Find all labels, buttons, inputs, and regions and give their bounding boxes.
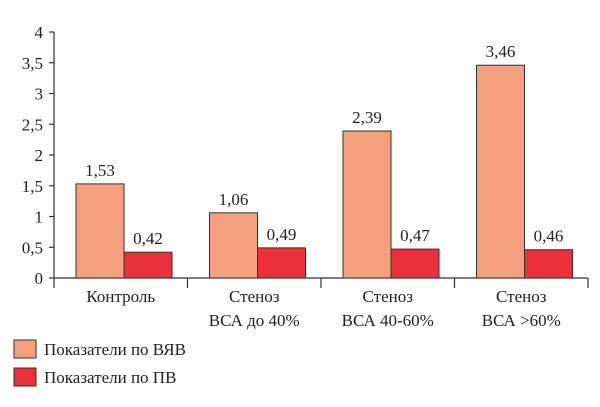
legend-label: Показатели по ПВ [44,368,176,387]
legend-label: Показатели по ВЯВ [44,340,186,359]
bar [75,183,125,279]
y-tick-label: 0 [35,269,44,288]
bar [524,249,573,279]
bar [476,64,525,279]
data-label: 1,06 [219,190,249,209]
y-tick-label: 1,5 [22,177,43,196]
x-category-label: ВСА >60% [482,311,561,330]
bar [209,212,258,279]
bar [390,248,440,279]
y-tick-label: 1 [35,208,44,227]
data-label: 0,46 [534,227,564,246]
legend-swatch [13,339,37,359]
x-category-label: Контроль [86,287,155,306]
data-label: 0,47 [400,226,430,245]
bar [342,130,392,279]
bar [257,247,306,279]
data-label: 1,53 [85,161,115,180]
y-tick-label: 0,5 [22,238,43,257]
y-tick-label: 2,5 [22,115,43,134]
data-label: 3,46 [486,42,516,61]
x-category-label: Стеноз [496,287,547,306]
x-category-label: ВСА до 40% [209,311,300,330]
legend-swatch [13,367,37,387]
y-tick-label: 4 [35,23,44,42]
x-category-label: ВСА 40-60% [342,311,434,330]
x-category-label: Стеноз [363,287,414,306]
data-label: 0,42 [133,229,163,248]
y-tick-label: 3,5 [22,54,43,73]
bar [123,251,173,279]
y-tick-label: 3 [35,85,44,104]
data-label: 0,49 [267,225,297,244]
data-label: 2,39 [352,108,382,127]
x-category-label: Стеноз [229,287,280,306]
y-tick-label: 2 [35,146,44,165]
